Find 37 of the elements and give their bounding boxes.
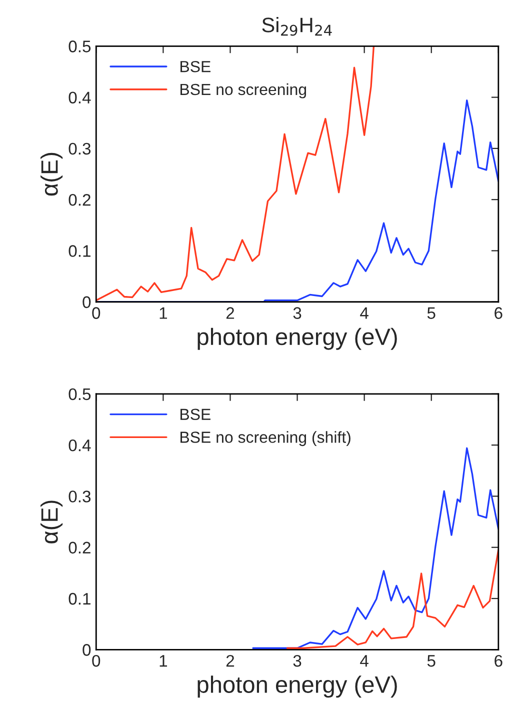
- x-tick-label: 6: [494, 307, 502, 319]
- y-tick-label: 0: [82, 296, 91, 308]
- x-axis-title: photon energy (eV): [198, 676, 397, 698]
- y-tick-label: 0.3: [68, 142, 91, 155]
- y-tick-label: 0.4: [68, 92, 91, 104]
- y-axis-title: α(E): [40, 500, 63, 544]
- x-tick-label: 6: [494, 654, 502, 667]
- x-tick-label: 0: [92, 654, 100, 667]
- y-tick-label: 0.1: [68, 592, 90, 605]
- x-tick-label: 4: [360, 307, 368, 319]
- y-tick-label: 0.2: [68, 542, 90, 554]
- x-tick-label: 5: [427, 307, 436, 319]
- y-tick-label: 0.1: [68, 245, 90, 257]
- x-tick-label: 1: [160, 655, 168, 667]
- x-axis-title: photon energy (eV): [198, 328, 397, 350]
- line-series: [252, 447, 498, 649]
- x-tick-label: 2: [226, 654, 234, 667]
- x-tick-label: 0: [92, 307, 100, 319]
- y-tick-label: 0.5: [68, 388, 91, 400]
- y-axis-title: α(E): [40, 152, 63, 196]
- legend-label: BSE: [180, 60, 210, 72]
- y-tick-label: 0.5: [68, 40, 91, 52]
- x-tick-label: 3: [293, 654, 302, 667]
- legend-label: BSE no screening (shift): [180, 431, 350, 446]
- y-tick-label: 0.2: [68, 194, 90, 206]
- y-tick-label: 0: [82, 644, 91, 656]
- y-tick-label: 0.4: [68, 439, 91, 452]
- legend-label: BSE: [180, 408, 210, 420]
- y-tick-label: 0.3: [68, 490, 91, 502]
- legend-label: BSE no screening: [180, 83, 306, 98]
- x-tick-label: 3: [293, 307, 302, 319]
- x-tick-label: 4: [360, 655, 368, 667]
- x-tick-label: 5: [427, 655, 436, 667]
- x-tick-label: 2: [226, 307, 234, 319]
- chart-title: Si$_{29}$H$_{24}$: [262, 17, 332, 36]
- line-series: [286, 549, 498, 649]
- x-tick-label: 1: [160, 307, 168, 319]
